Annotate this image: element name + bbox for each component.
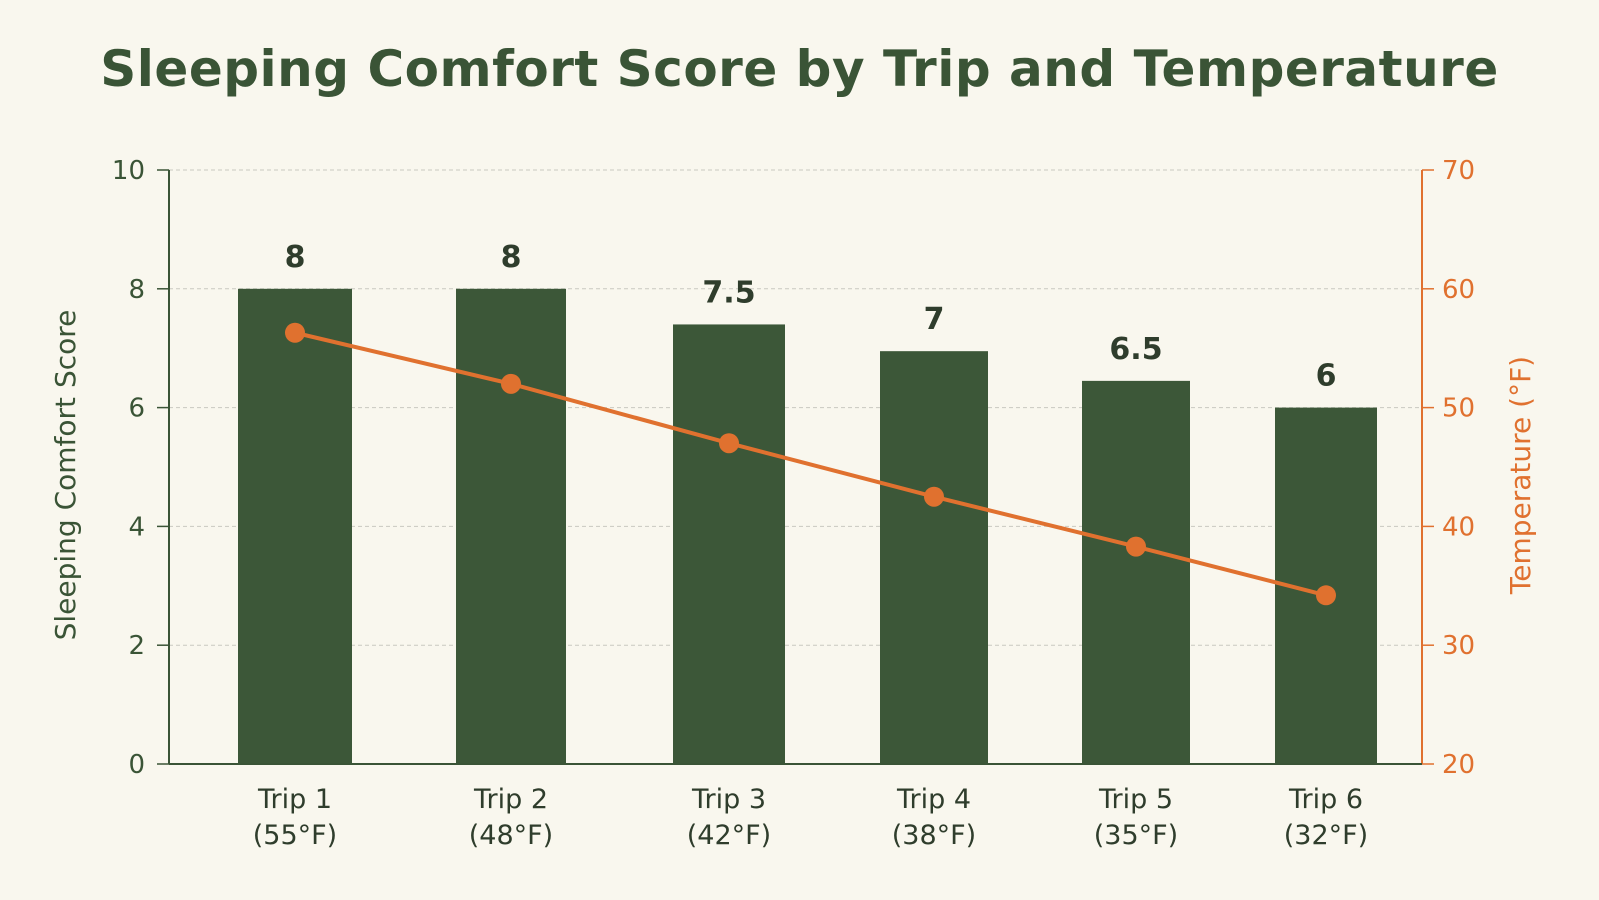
bar-data-label: 7.5 xyxy=(702,275,755,310)
x-axis-category-label: Trip 2 (48°F) xyxy=(469,784,553,851)
temperature-point xyxy=(924,486,944,507)
left-axis-tick-label: 4 xyxy=(128,512,145,542)
bar xyxy=(456,288,566,764)
x-axis-category-label: Trip 5 (35°F) xyxy=(1094,784,1178,851)
bar-data-label: 7 xyxy=(924,302,945,337)
grid-lines xyxy=(169,169,1422,646)
right-axis-tick-label: 20 xyxy=(1442,750,1475,780)
right-axis-tick-label: 60 xyxy=(1442,275,1475,305)
bar-data-label: 8 xyxy=(501,240,522,275)
axes xyxy=(157,169,1434,765)
temperature-line xyxy=(285,322,1336,606)
temperature-point xyxy=(501,373,521,394)
x-axis-category-label: Trip 4 (38°F) xyxy=(892,784,976,851)
left-axis-tick-label: 6 xyxy=(128,394,145,424)
right-axis-tick-label: 70 xyxy=(1442,156,1475,186)
bar xyxy=(1082,380,1190,764)
right-axis-tick-label: 30 xyxy=(1442,631,1475,661)
labels: 0 2 4 6 8 10 20 30 40 50 60 70 8 8 7.5 7 6.5 6 Trip 1 (55°F… xyxy=(49,156,1537,851)
right-axis-title: Temperature (°F) xyxy=(1504,356,1537,595)
bar xyxy=(880,351,988,764)
temperature-point xyxy=(285,322,305,343)
bar xyxy=(238,288,352,764)
bar-data-label: 6.5 xyxy=(1109,332,1162,367)
left-axis-title: Sleeping Comfort Score xyxy=(49,310,82,641)
chart-title: Sleeping Comfort Score by Trip and Tempe… xyxy=(100,40,1499,98)
x-axis-category-label: Trip 3 (42°F) xyxy=(687,784,771,851)
right-axis-tick-label: 40 xyxy=(1442,512,1475,542)
bar-data-label: 6 xyxy=(1316,359,1337,394)
left-axis-tick-label: 0 xyxy=(128,750,145,780)
left-axis-tick-label: 8 xyxy=(128,275,145,305)
temperature-point xyxy=(719,433,739,454)
temperature-point xyxy=(1316,585,1336,606)
right-axis-tick-label: 50 xyxy=(1442,394,1475,424)
bar-data-label: 8 xyxy=(285,240,306,275)
temperature-line-path xyxy=(294,330,1327,598)
x-axis-category-label: Trip 6 (32°F) xyxy=(1284,784,1368,851)
bar xyxy=(673,324,785,764)
left-axis-tick-label: 2 xyxy=(128,631,145,661)
temperature-point xyxy=(1126,536,1146,557)
left-axis-tick-label: 10 xyxy=(112,156,145,186)
x-axis-category-label: Trip 1 (55°F) xyxy=(253,784,337,851)
